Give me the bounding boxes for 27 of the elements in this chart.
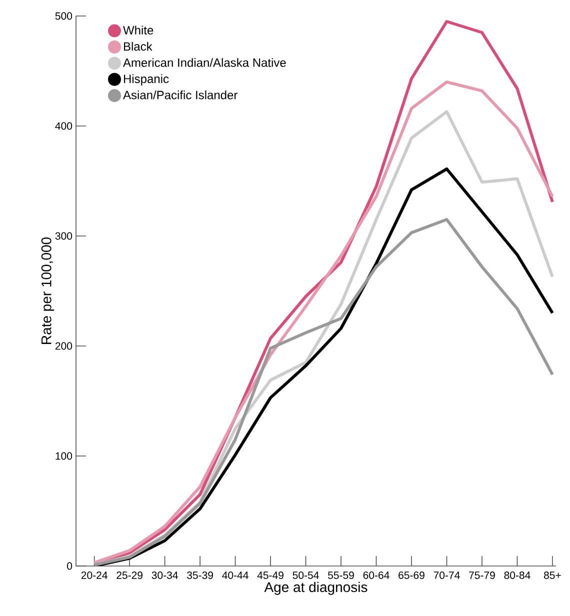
y-axis-title: Rate per 100,000 [41,237,54,344]
x-tick-label: 30-34 [152,572,178,579]
legend-label: Black [124,42,152,51]
x-tick-label: 70-74 [434,572,460,579]
legend-label: Asian/Pacific Islander [123,90,238,100]
x-tick-label: 50-54 [292,572,319,579]
y-tick-label: 300 [55,232,72,240]
x-tick-label: 25-29 [116,572,142,579]
x-tick-label: 65-69 [398,572,424,579]
legend-label: White [123,26,154,35]
x-tick-label: 35-39 [187,572,213,579]
x-axis-title: Age at diagnosis [264,582,368,595]
x-tick-label: 55-59 [328,572,354,579]
legend-label: Hispanic [124,74,169,86]
y-tick-label: 100 [56,452,72,460]
y-tick-label: 500 [55,12,72,20]
x-tick-label: 60-64 [363,572,390,579]
x-tick-label: 45-49 [257,572,284,579]
y-tick-label: 0 [67,562,72,570]
y-tick-label: 400 [55,122,72,130]
y-tick-label: 200 [55,342,72,350]
x-tick-label: 40-44 [222,572,248,579]
legend-label: American Indian/Alaska Native [123,58,286,67]
x-tick-label: 85+ [544,572,561,579]
x-tick-label: 80-84 [504,572,530,579]
x-tick-label: 75-79 [469,572,495,579]
x-tick-label: 20-24 [81,572,108,579]
